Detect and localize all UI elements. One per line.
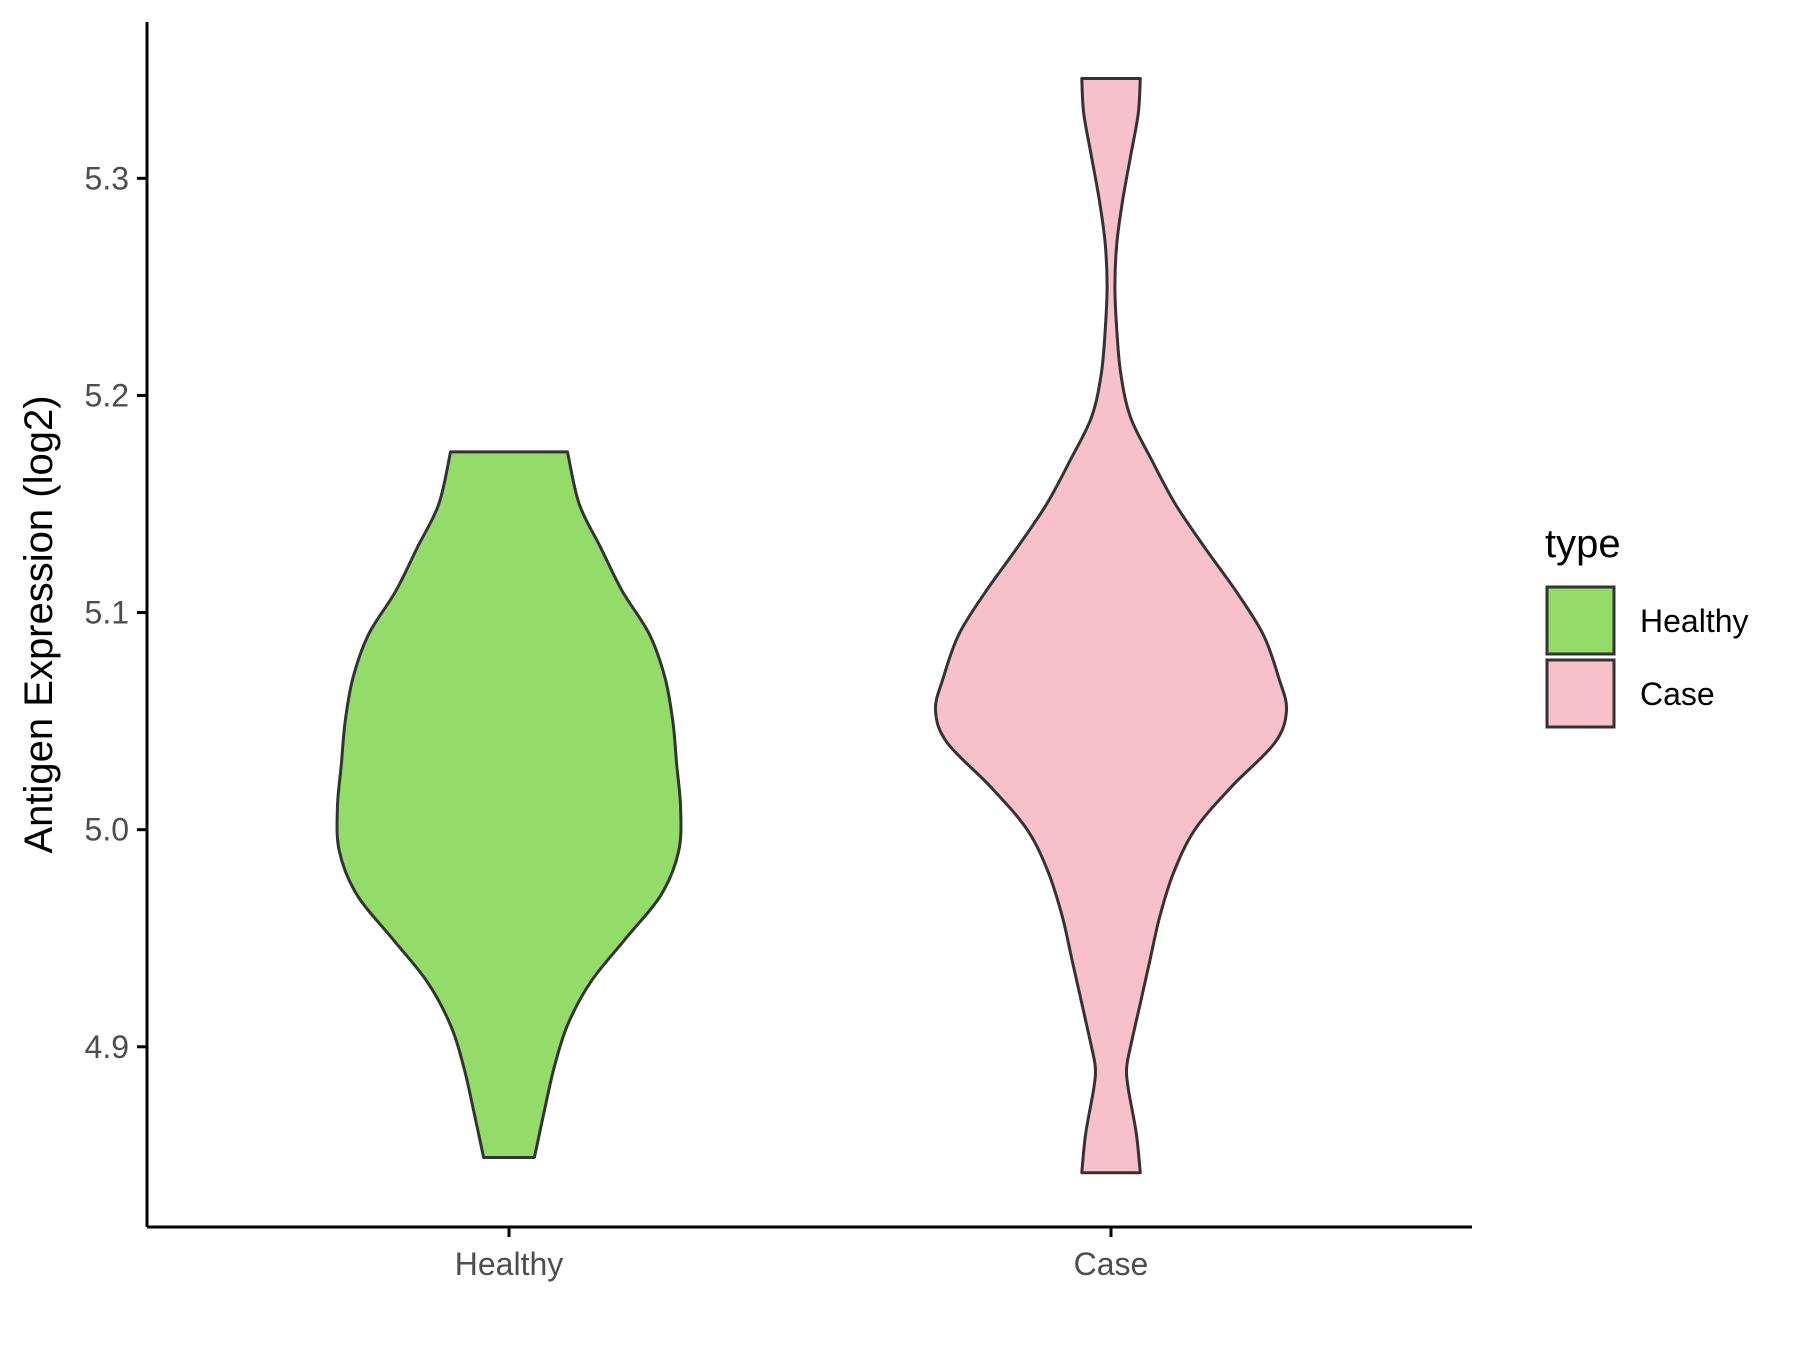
y-axis-ticks: 4.9 5.0 5.1 5.2 5.3 [85,160,147,1065]
y-tick-label: 5.0 [85,812,129,848]
y-tick-label: 4.9 [85,1029,129,1065]
violin-healthy [335,450,683,1159]
x-axis-ticks: Healthy Case [455,1227,1149,1282]
legend: type Healthy Case [1545,522,1749,729]
legend-title: type [1545,522,1621,566]
legend-label-healthy: Healthy [1640,603,1749,639]
y-tick-label: 5.2 [85,377,129,413]
violin-layer [335,77,1289,1175]
y-tick-label: 5.1 [85,595,129,631]
x-tick-label: Case [1074,1246,1149,1282]
y-tick-label: 5.3 [85,160,129,196]
legend-key-healthy [1545,585,1616,656]
violin-case [933,77,1289,1175]
y-axis-title: Antigen Expression (log2) [17,395,61,853]
legend-label-case: Case [1640,676,1715,712]
x-tick-label: Healthy [455,1246,564,1282]
legend-key-case [1545,658,1616,729]
